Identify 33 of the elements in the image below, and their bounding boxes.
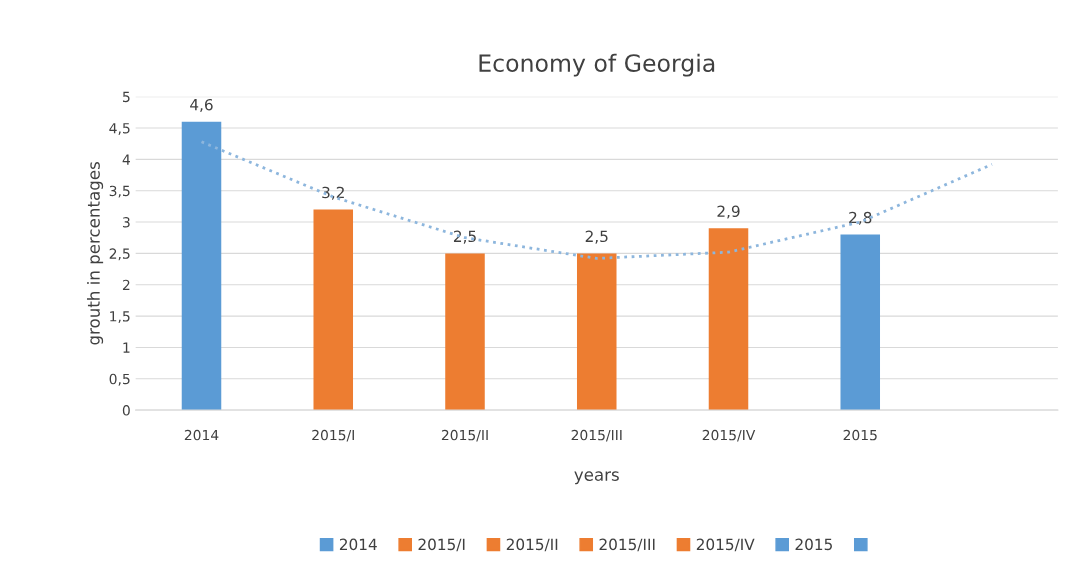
- y-tick-label: 2,5: [109, 248, 130, 261]
- legend-label: 2014: [339, 538, 377, 551]
- x-tick-label: 2015/III: [571, 429, 622, 442]
- y-tick-label: 2: [122, 279, 130, 291]
- line-series: [200, 140, 994, 260]
- x-tick-label: 2015: [843, 429, 877, 441]
- x-tick-label: 2015/IV: [702, 429, 756, 442]
- data-label: 2,5: [453, 230, 476, 244]
- x-tick-label: 2015/I: [312, 429, 354, 442]
- y-tick-label: 4,5: [109, 123, 130, 135]
- y-tick-label: 3: [122, 217, 130, 228]
- legend-label: 2015: [795, 538, 832, 551]
- y-tick-label: 5: [123, 91, 130, 103]
- chart-title: Economy of Georgia: [479, 53, 715, 77]
- y-tick-label: 1,5: [110, 311, 130, 323]
- y-tick-label: 0,5: [109, 373, 130, 386]
- y-tick-label: 1: [123, 342, 130, 353]
- x-tick-label: 2014: [184, 429, 219, 441]
- data-label: 3,2: [322, 186, 344, 200]
- legend-label: 2015/I: [418, 538, 465, 552]
- legend-label: 2015/IV: [696, 538, 755, 552]
- legend-label: 2015/II: [506, 538, 558, 552]
- x-axis-title: years: [574, 471, 619, 485]
- y-tick-label: 3,5: [109, 185, 130, 198]
- legend-label: 2015/III: [599, 538, 655, 552]
- x-tick-label: 2015/II: [441, 429, 488, 442]
- y-axis-title: grouth in percentages: [86, 162, 104, 345]
- data-label: 2,5: [585, 230, 608, 244]
- data-label: 4,6: [190, 98, 213, 113]
- data-label: 2,8: [849, 211, 872, 225]
- y-tick-label: 0: [122, 405, 130, 416]
- data-label: 2,9: [717, 205, 740, 219]
- y-tick-label: 4: [122, 154, 130, 165]
